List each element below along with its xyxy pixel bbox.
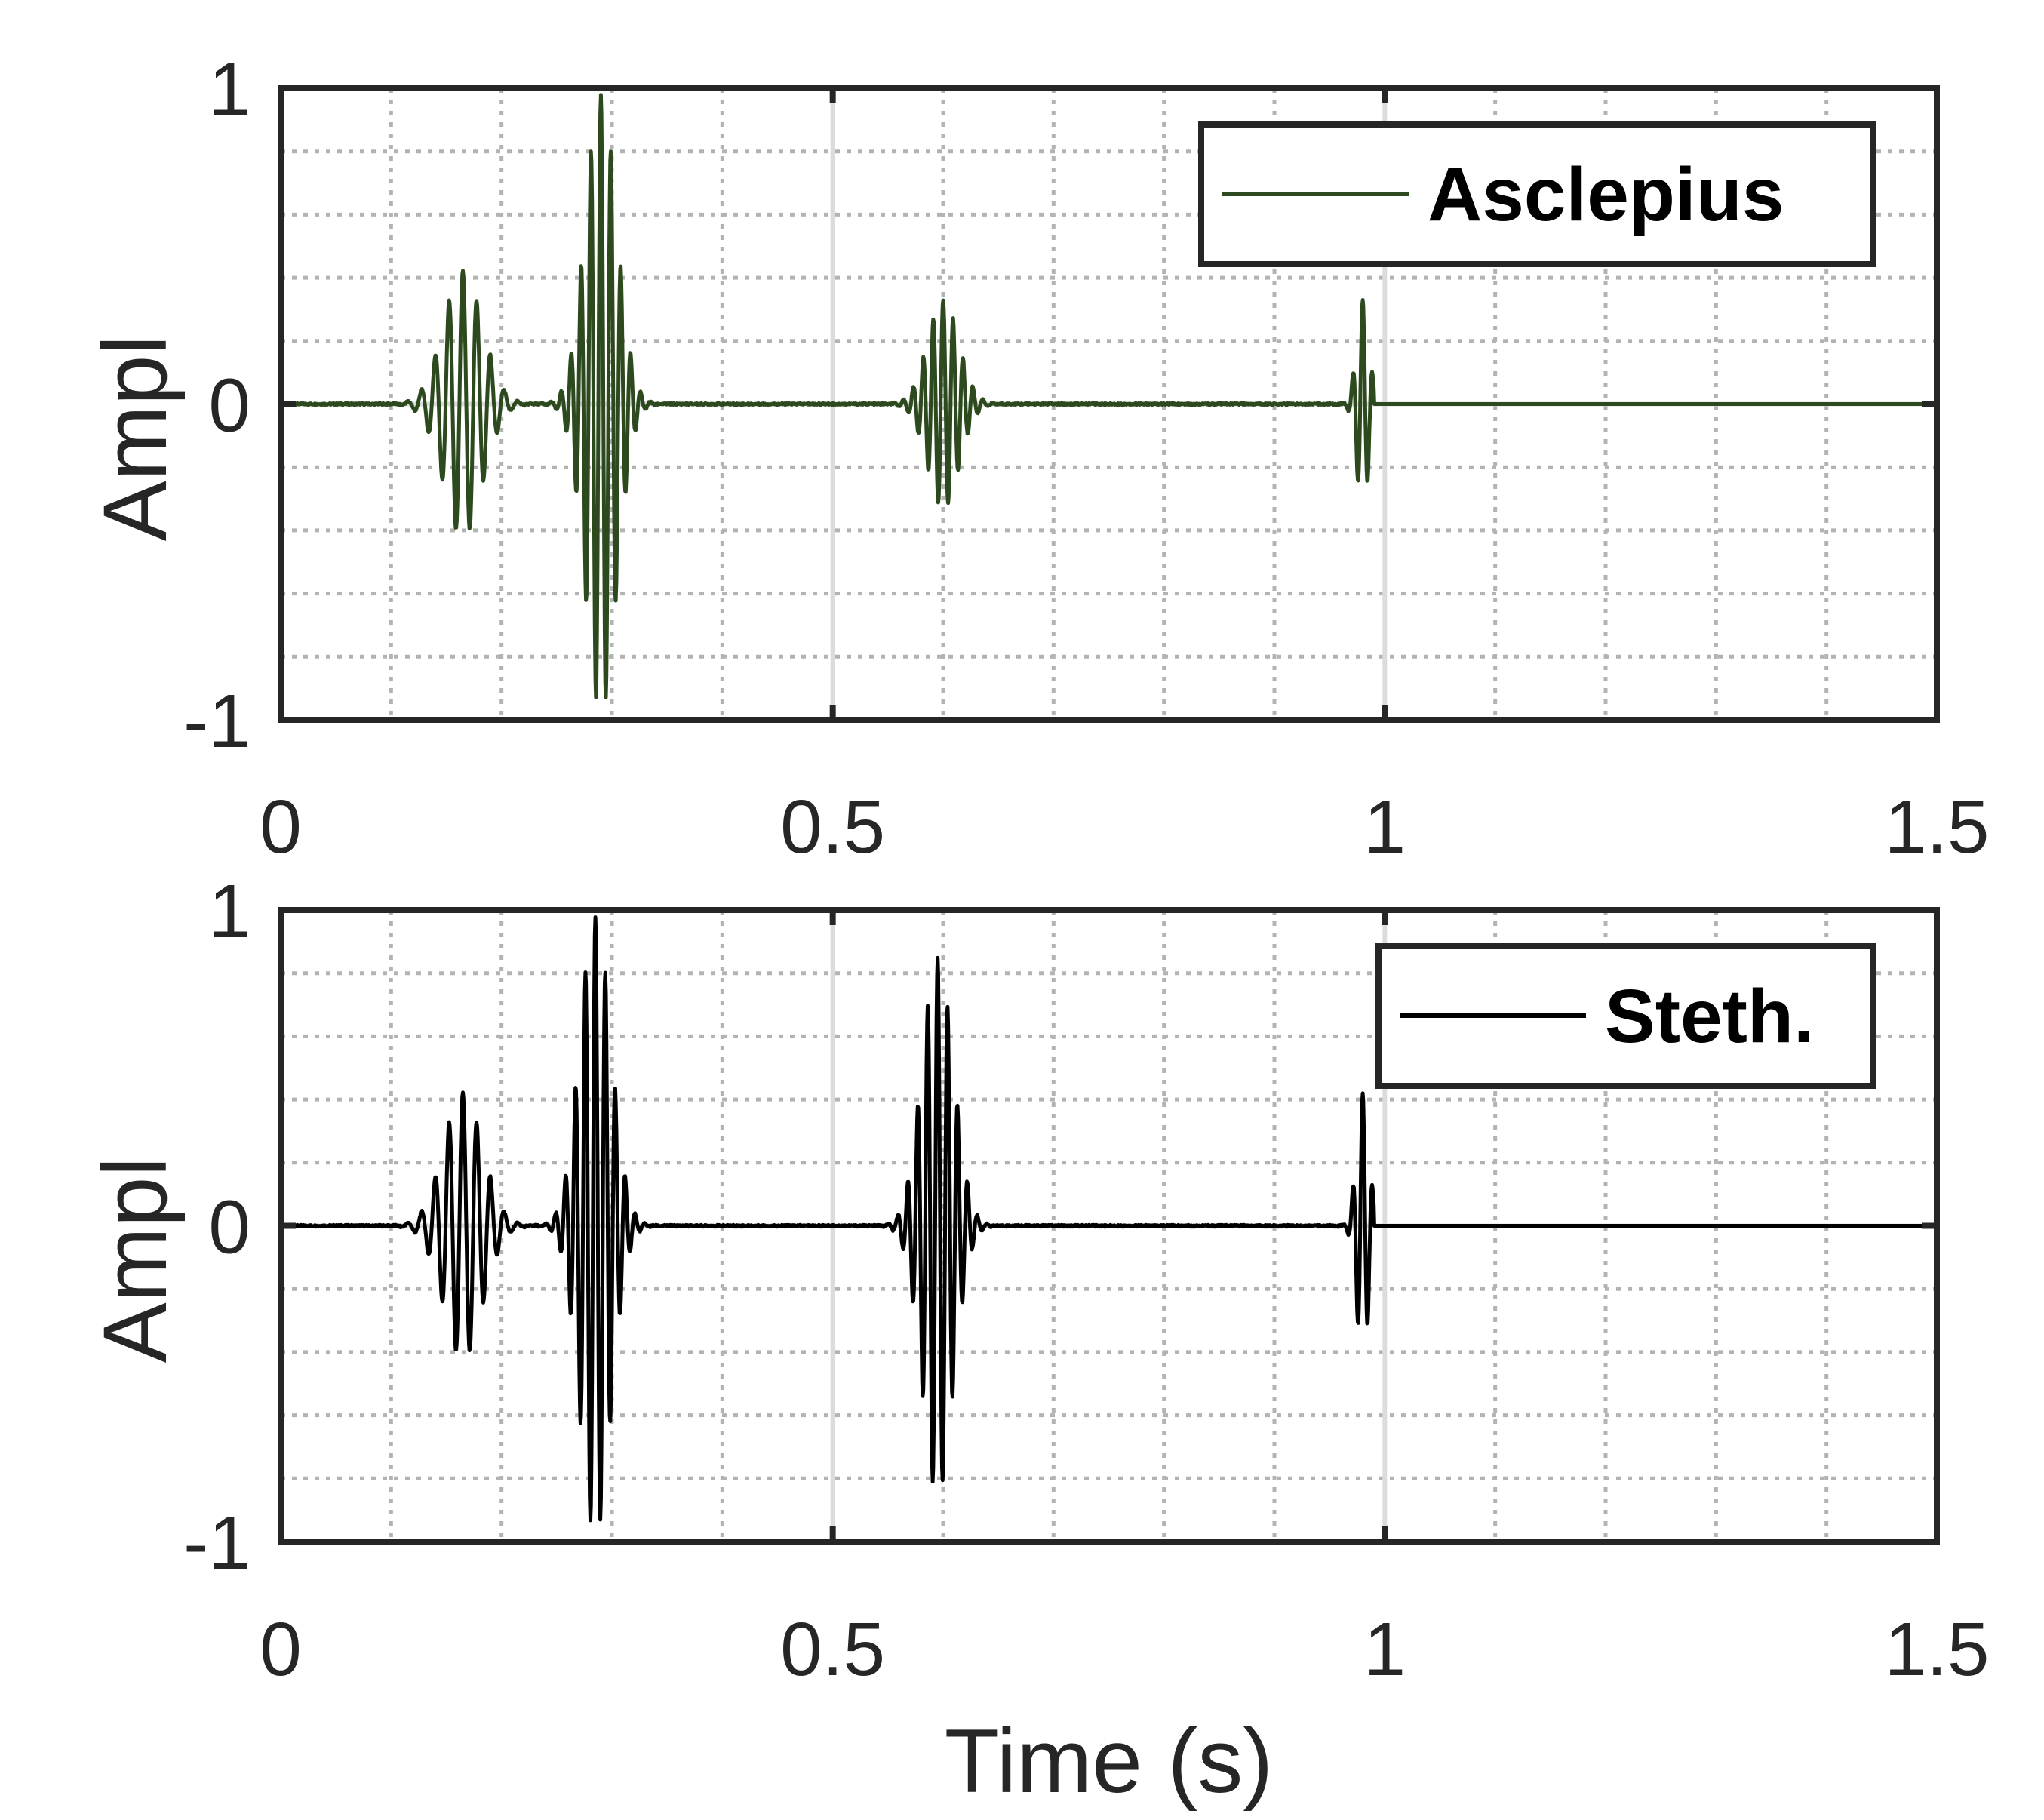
y-axis-label: Ampl — [85, 1157, 186, 1363]
y-tick-label: -1 — [183, 1501, 251, 1585]
x-tick-label: 1.5 — [1884, 785, 1989, 869]
y-tick-label: 0 — [208, 1185, 251, 1270]
series-line-steth — [278, 915, 1938, 1523]
x-tick-label: 1.5 — [1884, 1607, 1989, 1692]
x-tick-label: 0 — [260, 1607, 302, 1692]
grid — [281, 88, 1937, 720]
legend: Asclepius — [1198, 121, 1876, 267]
axis-ticks — [278, 85, 1940, 723]
y-tick-label: 1 — [208, 869, 251, 954]
x-tick-label: 0.5 — [780, 1607, 885, 1692]
y-axis-label: Ampl — [85, 335, 186, 541]
y-tick-label: 0 — [208, 364, 251, 448]
x-tick-label: 0.5 — [780, 785, 885, 869]
x-tick-label: 1 — [1364, 1607, 1406, 1692]
y-tick-label: -1 — [183, 679, 251, 764]
x-axis-label: Time (s) — [945, 1711, 1273, 1812]
x-tick-label: 1 — [1364, 785, 1406, 869]
axis-ticks — [278, 907, 1940, 1545]
legend-label: Steth. — [1605, 974, 1815, 1059]
series-line-asclepius — [278, 93, 1938, 699]
y-tick-label: 1 — [208, 48, 251, 132]
x-tick-label: 0 — [260, 785, 302, 869]
legend-label: Asclepius — [1428, 152, 1784, 237]
legend: Steth. — [1375, 943, 1876, 1089]
